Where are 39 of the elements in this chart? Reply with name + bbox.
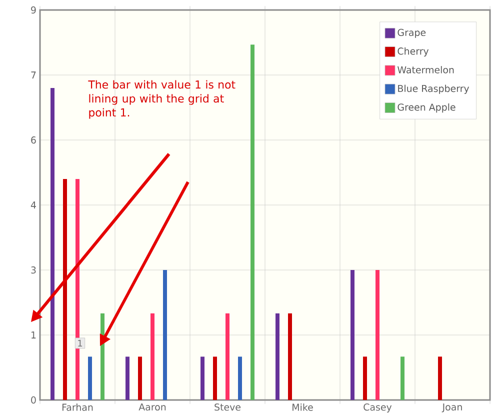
bar bbox=[126, 356, 130, 400]
y-tick-label: 4 bbox=[30, 202, 36, 208]
x-tick-label: Joan bbox=[442, 404, 462, 412]
bar bbox=[200, 356, 204, 400]
bar bbox=[238, 356, 242, 400]
bar bbox=[376, 270, 380, 400]
bar bbox=[250, 44, 254, 400]
bar bbox=[400, 356, 405, 400]
data-label: 1 bbox=[78, 340, 82, 346]
x-tick-label: Aaron bbox=[138, 404, 166, 411]
legend-label: Grape bbox=[398, 28, 426, 38]
bar bbox=[88, 356, 92, 400]
x-tick-label: Steve bbox=[214, 404, 240, 411]
legend-label: Green Apple bbox=[398, 103, 456, 113]
bar bbox=[50, 88, 54, 400]
annotation: The bar with value 1 is not lining up with the grid at point 1. bbox=[88, 80, 236, 119]
x-tick-label: Mike bbox=[292, 404, 313, 411]
x-tick-label: Farhan bbox=[62, 404, 93, 411]
bar bbox=[63, 179, 67, 400]
y-tick-label: 7 bbox=[31, 72, 36, 78]
y-tick-label: 0 bbox=[31, 396, 36, 404]
bar bbox=[226, 313, 230, 400]
bar bbox=[276, 313, 280, 400]
bar bbox=[438, 356, 442, 400]
bar bbox=[163, 270, 167, 400]
bar bbox=[150, 313, 154, 400]
bar bbox=[213, 356, 217, 400]
legend-label: Cherry bbox=[398, 47, 429, 57]
legend-label: Blue Raspberry bbox=[398, 84, 470, 94]
x-tick-label: Casey bbox=[364, 404, 392, 413]
bar bbox=[363, 356, 368, 400]
bar bbox=[350, 270, 354, 400]
bar bbox=[288, 313, 292, 400]
y-tick-label: 9 bbox=[31, 6, 36, 14]
legend-label: Watermelon bbox=[398, 66, 454, 74]
y-tick-label: 3 bbox=[31, 266, 36, 274]
y-tick-label: 6 bbox=[31, 136, 36, 144]
bar bbox=[138, 356, 142, 400]
y-tick-label: 1 bbox=[32, 332, 36, 338]
